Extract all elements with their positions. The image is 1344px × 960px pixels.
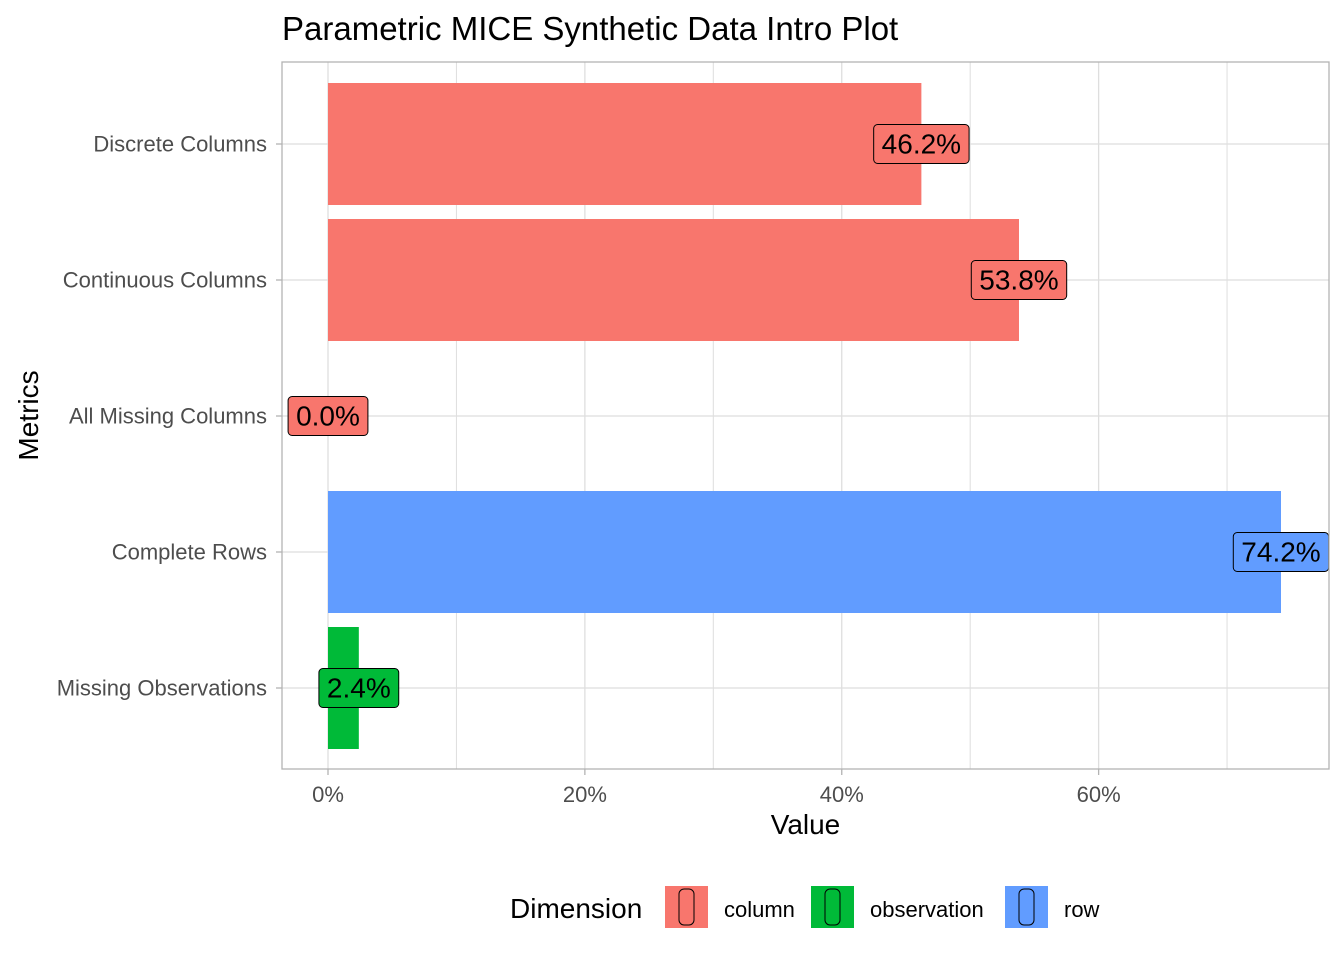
data-label-background bbox=[318, 668, 400, 708]
legend-item: column bbox=[665, 886, 795, 928]
legend-item: observation bbox=[811, 886, 984, 928]
y-tick-label: Missing Observations bbox=[57, 676, 267, 701]
bars bbox=[328, 83, 1281, 749]
data-label: 0.0% bbox=[296, 401, 360, 432]
legend: Dimension column observation row bbox=[510, 886, 1100, 928]
data-label: 74.2% bbox=[1241, 537, 1320, 568]
legend-label: row bbox=[1064, 897, 1100, 922]
legend-key-glyph bbox=[678, 888, 695, 926]
bar bbox=[328, 491, 1281, 613]
data-label-background bbox=[873, 124, 970, 164]
chart-title: Parametric MICE Synthetic Data Intro Plo… bbox=[282, 10, 898, 47]
legend-label: column bbox=[724, 897, 795, 922]
data-label-box: 0.0% bbox=[287, 396, 369, 436]
y-tick-label: Complete Rows bbox=[112, 540, 267, 565]
data-label: 46.2% bbox=[882, 129, 961, 160]
bar bbox=[328, 83, 922, 205]
data-label-box: 2.4% bbox=[318, 668, 400, 708]
x-tick-label: 20% bbox=[563, 782, 607, 807]
x-tick-label: 60% bbox=[1077, 782, 1121, 807]
data-label-background bbox=[970, 260, 1068, 300]
data-labels: 46.2% 53.8% 0.0% 74.2% 2.4% bbox=[287, 124, 1330, 708]
legend-title: Dimension bbox=[510, 893, 642, 924]
legend-item: row bbox=[1005, 886, 1100, 928]
legend-label: observation bbox=[870, 897, 984, 922]
x-axis-title: Value bbox=[771, 809, 841, 840]
data-label: 2.4% bbox=[327, 673, 391, 704]
data-label: 53.8% bbox=[979, 265, 1058, 296]
legend-key-glyph bbox=[824, 888, 841, 926]
y-tick-label: All Missing Columns bbox=[69, 404, 267, 429]
data-label-background bbox=[287, 396, 369, 436]
x-tick-label: 0% bbox=[312, 782, 344, 807]
axes: 0% 20% 40% 60% Discrete Columns Continuous Co… bbox=[57, 132, 1121, 808]
x-tick-label: 40% bbox=[820, 782, 864, 807]
y-tick-label: Continuous Columns bbox=[63, 268, 267, 293]
data-label-box: 74.2% bbox=[1232, 532, 1330, 572]
y-tick-label: Discrete Columns bbox=[93, 132, 267, 157]
data-label-box: 46.2% bbox=[873, 124, 970, 164]
legend-key-glyph bbox=[1018, 888, 1035, 926]
bar bbox=[328, 219, 1019, 341]
y-axis-title: Metrics bbox=[13, 370, 44, 460]
data-label-box: 53.8% bbox=[970, 260, 1068, 300]
